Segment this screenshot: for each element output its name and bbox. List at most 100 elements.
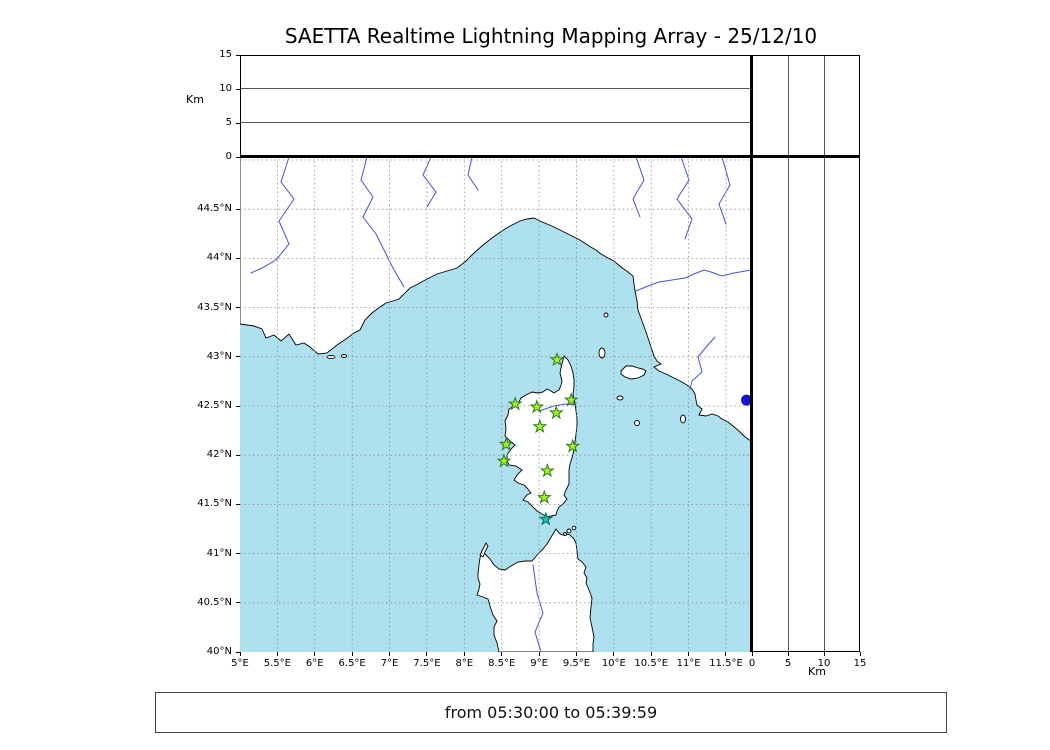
map bbox=[240, 157, 752, 652]
tick-mark bbox=[501, 652, 503, 656]
tick-mark bbox=[575, 652, 577, 656]
montecristo-island bbox=[634, 420, 640, 426]
altitude-5km-line bbox=[788, 158, 789, 651]
time-window-text: from 05:30:00 to 05:39:59 bbox=[444, 703, 658, 722]
river bbox=[360, 157, 405, 288]
tick-mark bbox=[236, 454, 240, 456]
altitude-10km-line bbox=[241, 88, 751, 89]
tick-mark bbox=[236, 307, 240, 309]
tick-mark bbox=[426, 652, 428, 656]
tick-mark bbox=[236, 356, 240, 358]
tick-mark bbox=[236, 54, 240, 56]
map-right-frame-line bbox=[750, 55, 753, 652]
tick-mark bbox=[236, 122, 240, 124]
alt-tick-label-top: 5 bbox=[225, 117, 232, 128]
alt-tick-label-right: 5 bbox=[784, 658, 792, 669]
km-axis-label-left: Km bbox=[186, 93, 204, 106]
tick-mark bbox=[463, 652, 465, 656]
tick-mark bbox=[239, 652, 241, 656]
river bbox=[538, 403, 576, 412]
station-marker bbox=[548, 405, 564, 420]
pianosa-island bbox=[616, 395, 624, 401]
tick-mark bbox=[276, 652, 278, 656]
station-marker bbox=[563, 392, 579, 407]
lon-tick-label: 7°E bbox=[380, 658, 399, 669]
station-marker bbox=[532, 418, 548, 434]
station-marker bbox=[529, 399, 545, 414]
km-axis-label-right: Km bbox=[808, 665, 826, 678]
lon-tick-label: 6.5°E bbox=[338, 658, 366, 669]
tick-mark bbox=[389, 652, 391, 656]
station-marker bbox=[538, 511, 554, 526]
tick-mark bbox=[236, 257, 240, 259]
tick-mark bbox=[314, 652, 316, 656]
tick-mark bbox=[787, 652, 789, 656]
graticule bbox=[240, 157, 752, 652]
lat-tick-label: 43.5°N bbox=[197, 301, 232, 313]
lat-tick-label: 40.5°N bbox=[197, 596, 232, 608]
tick-mark bbox=[236, 553, 240, 555]
lon-tick-label: 8.5°E bbox=[488, 658, 516, 669]
station-markers bbox=[496, 351, 581, 526]
river bbox=[467, 157, 479, 191]
station-marker bbox=[539, 463, 555, 478]
page-title: SAETTA Realtime Lightning Mapping Array … bbox=[284, 24, 818, 48]
lat-tick-label: 44.5°N bbox=[197, 203, 232, 215]
river bbox=[632, 157, 645, 218]
station-marker bbox=[498, 436, 514, 451]
lat-tick-label: 43°N bbox=[206, 350, 232, 362]
tick-mark bbox=[650, 652, 652, 656]
altitude-5km-line bbox=[788, 56, 789, 156]
lon-tick-label: 5°E bbox=[231, 658, 249, 669]
lon-tick-label: 10.5°E bbox=[634, 658, 669, 669]
lat-tick-label: 44°N bbox=[206, 252, 232, 264]
lat-tick-label: 41.5°N bbox=[197, 498, 232, 510]
lon-tick-label: 9.5°E bbox=[562, 658, 591, 669]
maddalena-island bbox=[566, 528, 572, 534]
alt-tick-label-top: 10 bbox=[219, 83, 232, 94]
rivers bbox=[250, 157, 752, 652]
tick-mark bbox=[859, 652, 861, 656]
tick-mark bbox=[236, 156, 240, 158]
lon-tick-label: 7.5°E bbox=[413, 658, 441, 669]
alt-tick-label-right: 15 bbox=[853, 658, 867, 669]
tick-mark bbox=[236, 602, 240, 604]
gorgona-island bbox=[603, 312, 609, 318]
river bbox=[532, 564, 544, 652]
alt-tick-label-right: 0 bbox=[748, 658, 756, 669]
tick-mark bbox=[613, 652, 615, 656]
tick-mark bbox=[538, 652, 540, 656]
station-marker bbox=[565, 438, 581, 453]
map-top-frame-line bbox=[240, 155, 860, 158]
tick-mark bbox=[236, 405, 240, 407]
alt-tick-label-top: 0 bbox=[225, 151, 232, 162]
lon-tick-label: 11.5°E bbox=[709, 658, 743, 669]
altitude-vs-latitude-panel bbox=[752, 157, 860, 652]
lat-tick-label: 42.5°N bbox=[197, 400, 232, 411]
lat-tick-label: 40°N bbox=[206, 646, 232, 657]
elba-island bbox=[620, 365, 647, 380]
giglio-island bbox=[680, 414, 686, 424]
map-panel bbox=[240, 157, 752, 652]
altitude-5km-line bbox=[241, 122, 751, 123]
alt-tick-label-right: 10 bbox=[817, 658, 831, 669]
altitude-10km-line bbox=[824, 56, 825, 156]
lat-tick-label: 41°N bbox=[206, 547, 232, 559]
lat-tick-label: 42°N bbox=[206, 449, 232, 461]
lon-tick-label: 11°E bbox=[676, 658, 701, 669]
river bbox=[689, 336, 716, 390]
river bbox=[250, 157, 295, 274]
time-window-box: from 05:30:00 to 05:39:59 bbox=[155, 692, 947, 733]
maddalena-island bbox=[571, 525, 577, 531]
corsica bbox=[504, 355, 578, 518]
tick-mark bbox=[725, 652, 727, 656]
lon-tick-label: 8°E bbox=[455, 658, 474, 669]
station-marker bbox=[536, 489, 552, 504]
lon-tick-label: 5.5°E bbox=[263, 658, 291, 669]
lon-tick-label: 10°E bbox=[601, 658, 626, 669]
lon-tick-label: 6°E bbox=[305, 658, 324, 669]
alt-tick-label-top: 15 bbox=[219, 49, 232, 60]
tick-mark bbox=[688, 652, 690, 656]
tick-mark bbox=[236, 88, 240, 90]
